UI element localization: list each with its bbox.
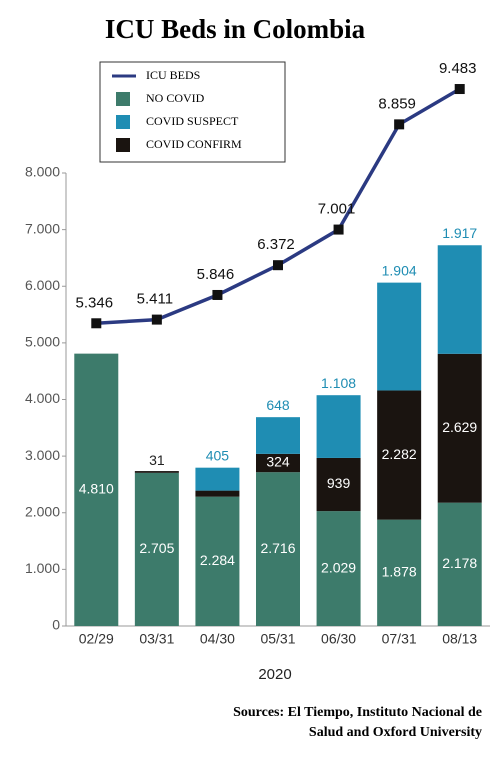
x-tick-label: 07/31 [382,631,417,647]
x-tick-label: 06/30 [321,631,356,647]
legend-swatch [116,92,130,106]
bar [256,453,300,473]
line-value-label: 6.372 [257,236,295,253]
line-marker [91,318,102,329]
line-marker [212,289,223,300]
legend-label: COVID CONFIRM [146,137,242,151]
value-label: 2.716 [260,540,295,556]
legend-label: NO COVID [146,91,205,105]
y-tick-label: 2.000 [25,503,60,519]
value-label: 1.108 [321,375,356,391]
bar [256,472,300,626]
bar [437,245,482,354]
value-label: 1.917 [442,225,477,241]
x-axis-label: 2020 [258,666,291,683]
bar [316,395,361,458]
x-tick-label: 08/13 [442,631,477,647]
value-label: 2.282 [382,446,417,462]
value-label: 31 [149,452,165,468]
line-marker [333,224,344,235]
y-tick-label: 1.000 [25,560,60,576]
x-tick-label: 02/29 [79,631,114,647]
y-tick-label: 8.000 [25,164,60,180]
chart-title: ICU Beds in Colombia [105,14,366,44]
line-marker [273,260,283,271]
line-marker [454,84,465,95]
bar [134,472,179,626]
x-tick-label: 04/30 [200,631,235,647]
value-label: 939 [327,475,351,491]
line-value-label: 9.483 [439,60,477,77]
bar [134,471,179,473]
legend-swatch [116,138,130,152]
legend-swatch [116,115,130,129]
value-label: 648 [266,397,290,413]
y-tick-label: 5.000 [25,334,60,350]
bar [377,519,422,626]
legend-box [99,61,286,163]
value-label: 2.705 [139,540,174,556]
value-label: 405 [206,447,230,463]
x-tick-label: 05/31 [260,631,295,647]
line-marker [151,314,162,325]
x-tick-label: 03/31 [139,631,174,647]
source: Sources: El Tiempo, Instituto Nacional d… [233,705,482,720]
y-tick-label: 3.000 [25,447,60,463]
value-label: 2.284 [200,552,235,568]
value-label: 1.904 [382,262,417,278]
value-label: 2.029 [321,559,356,575]
bar [316,457,361,512]
bar [195,467,240,491]
line-marker [394,119,405,130]
bar [437,502,482,626]
value-label: 1.878 [382,564,417,580]
y-tick-label: 0 [52,617,60,633]
legend-label: COVID SUSPECT [146,114,239,128]
y-tick-label: 7.000 [25,220,60,236]
bar [74,353,119,626]
line-value-label: 8.859 [378,95,416,112]
y-tick-label: 6.000 [25,277,60,293]
source: Salud and Oxford University [309,725,482,740]
y-tick-label: 4.000 [25,390,60,406]
bar [377,282,422,391]
bar [256,417,300,454]
line-value-label: 5.346 [76,294,114,311]
bar [316,511,361,626]
line-value-label: 5.846 [197,266,235,283]
legend-label: ICU BEDS [146,68,200,82]
bar [195,496,240,626]
bar [377,390,422,520]
bar [195,490,240,497]
bar [437,353,482,503]
value-label: 2.178 [442,555,477,571]
value-label: 324 [266,454,290,470]
line-value-label: 7.001 [318,201,356,218]
value-label: 4.810 [79,481,114,497]
value-label: 2.629 [442,419,477,435]
line-value-label: 5.411 [137,291,173,308]
